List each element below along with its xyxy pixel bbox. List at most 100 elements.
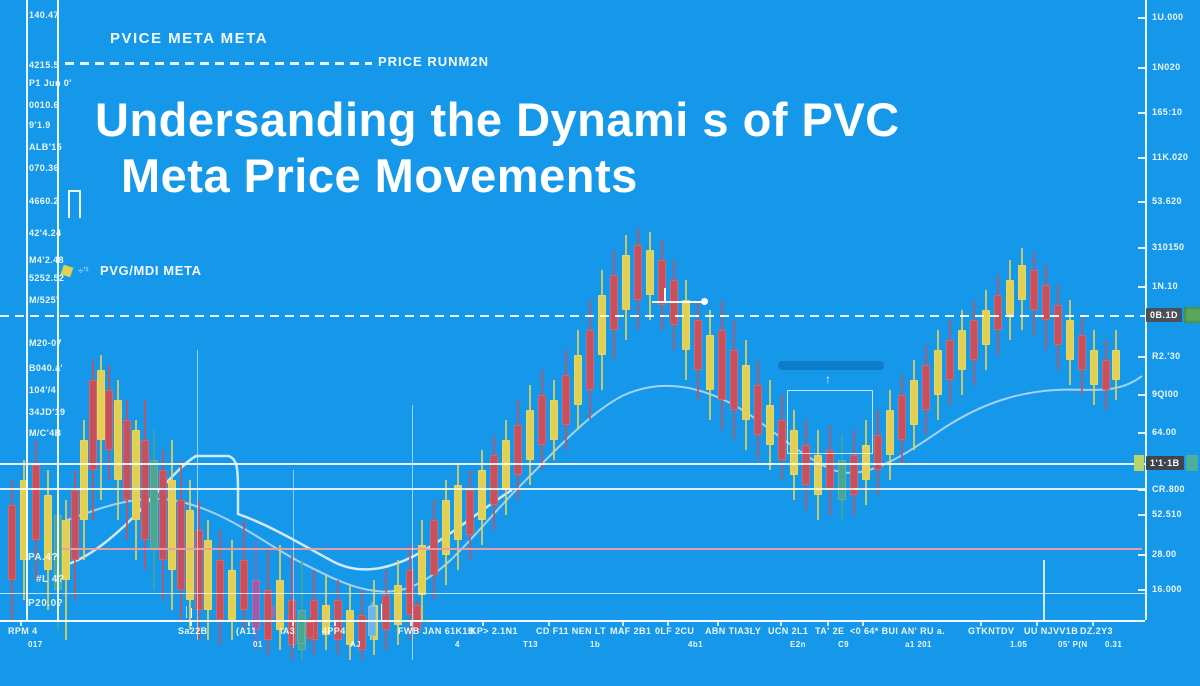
- x-axis-tick: [482, 620, 484, 626]
- annotation-rectangle: [787, 390, 873, 454]
- vertical-grid-line: [1145, 0, 1147, 620]
- horizontal-price-line: [0, 488, 1145, 490]
- candle-body: [994, 295, 1002, 330]
- candle-body: [790, 430, 798, 475]
- candle-body: [177, 500, 185, 590]
- right-axis-tick-label: 9QI00: [1152, 389, 1179, 399]
- right-axis-tick-label: 53.620: [1152, 196, 1182, 206]
- x-axis-sub-label: 1.05: [1010, 640, 1028, 649]
- x-axis-date-label: DZ.2Y3: [1080, 626, 1113, 636]
- left-axis-tick-label: 4660.2: [29, 196, 59, 206]
- watermark-text: PVICE META META: [110, 30, 269, 47]
- candle-body: [430, 520, 438, 575]
- left-axis-tick-label: M20-07: [29, 338, 62, 348]
- left-axis-tick-label: M/525': [29, 295, 59, 305]
- x-axis-tick: [248, 620, 250, 626]
- candle-body: [228, 570, 236, 620]
- right-axis-tick: [1138, 247, 1145, 249]
- x-axis-date-label: <0 64* BUI AN' RU a.: [850, 626, 946, 636]
- vertical-grid-line: [412, 405, 413, 660]
- x-axis-sub-label: E2n: [790, 640, 806, 649]
- candle-body: [406, 570, 414, 615]
- candle-body: [1042, 285, 1050, 320]
- right-axis-tick: [1138, 201, 1145, 203]
- candle-body: [922, 365, 930, 410]
- candle-body: [814, 455, 822, 495]
- title-line-2: Meta Price Movements: [121, 149, 638, 202]
- left-axis-tick-label: M4'2.48: [29, 255, 64, 265]
- candle-body: [1006, 280, 1014, 315]
- horizontal-price-line: [62, 548, 1142, 550]
- candle-body: [838, 460, 846, 500]
- x-axis-tick: [292, 620, 294, 626]
- candle-body: [934, 350, 942, 395]
- candle-body: [694, 320, 702, 370]
- candle-body: [123, 420, 131, 500]
- measure-tick: [664, 288, 666, 303]
- vertical-grid-line: [293, 470, 294, 648]
- right-axis-tick: [1138, 489, 1145, 491]
- right-axis-tick-label: 1U.000: [1152, 12, 1184, 22]
- candle-body: [862, 445, 870, 480]
- right-axis-tick-label: 52.510: [1152, 509, 1182, 519]
- candle-body: [874, 435, 882, 470]
- candle-body: [574, 355, 582, 405]
- symbol-prefix: ÷'¹: [78, 266, 89, 277]
- right-axis-tick-label: 28.00: [1152, 549, 1177, 559]
- candle-body: [550, 400, 558, 440]
- left-axis-tick-label: 104'/4: [29, 385, 57, 395]
- vertical-grid-line: [197, 350, 198, 640]
- symbol-label: PVG/MDI META: [100, 263, 202, 278]
- left-axis-tick-label: 070.36: [29, 163, 59, 173]
- x-axis-date-label: 0LF 2CU: [655, 626, 695, 636]
- price-badge-lower: 1'1·1B: [1134, 455, 1198, 471]
- x-axis-date-label: MAF 2B1: [610, 626, 652, 636]
- candle-body: [141, 440, 149, 540]
- moving-average-path: [61, 375, 1143, 593]
- x-axis-date-label: Sa22B: [178, 626, 208, 636]
- vertical-grid-line: [26, 0, 28, 620]
- candle-body: [1018, 265, 1026, 300]
- vertical-grid-line: [1043, 560, 1045, 620]
- right-axis-tick: [1138, 67, 1145, 69]
- right-axis-tick: [1138, 432, 1145, 434]
- x-axis-date-label: \A3: [280, 626, 296, 636]
- candle-body: [264, 590, 272, 640]
- candle-body: [418, 545, 426, 595]
- x-axis-sub-label: 05' P(N: [1058, 640, 1088, 649]
- candle-body: [682, 300, 690, 350]
- candle-body: [718, 330, 726, 400]
- candle-body: [216, 560, 224, 620]
- candle-body: [730, 350, 738, 410]
- candle-body: [1078, 335, 1086, 370]
- candle-body: [442, 500, 450, 555]
- candle-body: [754, 385, 762, 435]
- left-axis-tick-label: 4215.5: [29, 60, 59, 70]
- left-axis-tick-label: 9'1.9: [29, 120, 51, 130]
- price-badge-lower-value: 1'1·1B: [1146, 456, 1184, 470]
- inchart-annotation-label: #L 4?: [36, 574, 65, 585]
- dashed-price-line: [0, 315, 1145, 317]
- x-axis-tick: [1092, 620, 1094, 626]
- candle-body: [886, 410, 894, 455]
- x-axis-date-label: (A11: [236, 626, 257, 636]
- x-axis-sub-label: a1 201: [905, 640, 932, 649]
- x-axis-date-label: TA' 2E: [815, 626, 845, 636]
- x-axis-date-label: UCN 2L1: [768, 626, 809, 636]
- candle-body: [502, 440, 510, 490]
- right-axis-tick: [1138, 157, 1145, 159]
- title-line-1: Undersanding the Dynami s of PVC: [95, 93, 900, 146]
- candle-body: [466, 490, 474, 535]
- candle-body: [1090, 350, 1098, 385]
- x-axis-tick: [622, 620, 624, 626]
- candle-body: [150, 460, 158, 550]
- horizontal-price-line: [0, 620, 1145, 622]
- candle-body: [252, 580, 260, 630]
- price-badge-mid: 0B.1D: [1146, 307, 1200, 323]
- candle-body: [802, 445, 810, 485]
- bracket-marker-icon: [68, 190, 81, 218]
- x-axis-tick: [548, 620, 550, 626]
